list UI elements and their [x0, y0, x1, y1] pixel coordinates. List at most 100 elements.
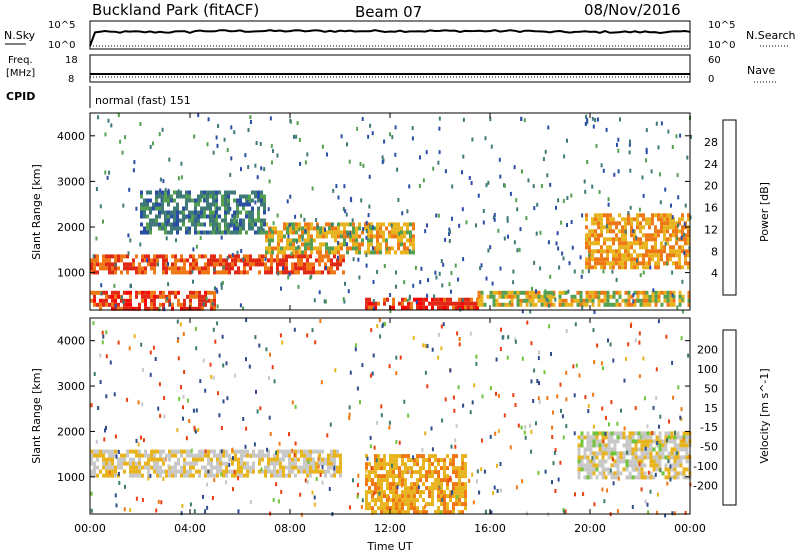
power-cell: [588, 257, 591, 262]
power-cell: [183, 306, 186, 311]
power-cell: [167, 210, 170, 215]
power-cell: [221, 198, 224, 203]
power-cell: [96, 290, 99, 295]
power-cell: [660, 245, 663, 250]
velocity-cell: [589, 467, 593, 472]
power-noise-cell: [535, 289, 537, 294]
power-cell: [206, 198, 209, 203]
velocity-cell: [123, 453, 126, 458]
power-cell: [370, 238, 373, 243]
power-cell: [630, 233, 633, 238]
velocity-cell: [111, 461, 114, 466]
power-noise-cell: [372, 299, 375, 304]
power-cell: [333, 254, 336, 259]
velocity-cell: [93, 453, 96, 458]
power-cell: [597, 249, 600, 254]
power-noise-cell: [233, 130, 236, 135]
velocity-noise-cell: [361, 363, 364, 368]
velocity-cell: [589, 475, 593, 480]
power-cell: [666, 217, 669, 222]
power-cell: [609, 237, 612, 242]
power-cell: [221, 194, 224, 199]
power-noise-cell: [313, 298, 316, 303]
power-cell: [585, 294, 589, 299]
power-cell: [96, 262, 99, 267]
velocity-cell: [219, 449, 222, 454]
power-cell: [594, 294, 598, 299]
velocity-cell: [673, 455, 677, 460]
power-cell: [188, 194, 191, 199]
power-noise-cell: [282, 266, 284, 271]
velocity-cell: [288, 453, 291, 458]
velocity-cell: [404, 502, 407, 507]
velocity-cell: [655, 459, 659, 464]
power-cell: [306, 258, 309, 263]
power-cell: [176, 226, 179, 231]
velocity-cell: [407, 502, 410, 507]
power-cell: [636, 294, 640, 299]
velocity-cell: [586, 435, 590, 440]
velocity-cell: [586, 471, 590, 476]
power-cell: [546, 302, 550, 307]
velocity-cell: [413, 502, 416, 507]
velocity-cell: [607, 443, 611, 448]
power-cell: [228, 262, 231, 267]
power-cell: [267, 266, 270, 271]
power-cell: [279, 258, 282, 263]
velocity-cell: [312, 461, 315, 466]
velocity-noise-cell: [668, 419, 670, 424]
power-cell: [597, 298, 601, 303]
velocity-cell: [374, 482, 377, 487]
power-cell: [645, 233, 648, 238]
velocity-cell: [90, 457, 93, 462]
power-noise-cell: [433, 294, 436, 299]
power-cell: [173, 198, 176, 203]
power-cell: [654, 245, 657, 250]
velocity-cell: [407, 466, 410, 471]
velocity-noise-cell: [578, 373, 581, 378]
velocity-cell: [201, 453, 204, 458]
power-cell: [352, 222, 355, 227]
power-noise-cell: [122, 300, 125, 305]
velocity-noise-cell: [687, 353, 690, 358]
power-noise-cell: [665, 261, 668, 266]
power-cell: [588, 229, 591, 234]
power-cell: [93, 298, 96, 303]
power-noise-cell: [232, 224, 235, 228]
power-cell: [310, 226, 313, 231]
velocity-cell: [673, 443, 677, 448]
power-cell: [582, 302, 586, 307]
velocity-noise-cell: [115, 503, 118, 508]
velocity-cell: [455, 486, 458, 491]
power-cell: [591, 241, 594, 246]
velocity-cell: [258, 453, 261, 458]
power-cell: [397, 238, 400, 243]
velocity-noise-cell: [514, 403, 517, 407]
power-noise-cell: [545, 297, 548, 302]
velocity-cell: [410, 474, 413, 479]
power-cell: [684, 241, 687, 246]
power-cell: [99, 302, 102, 307]
velocity-noise-cell: [159, 413, 162, 418]
velocity-noise-cell: [256, 409, 259, 414]
velocity-cell: [410, 502, 413, 507]
velocity-noise-cell: [189, 502, 192, 507]
velocity-cell: [404, 470, 407, 475]
power-noise-cell: [607, 197, 610, 202]
velocity-noise-cell: [530, 449, 533, 454]
velocity-noise-cell: [554, 489, 557, 493]
power-noise-cell: [297, 245, 300, 250]
power-cell: [328, 246, 331, 251]
velocity-noise-cell: [461, 461, 464, 466]
velocity-noise-cell: [669, 464, 672, 469]
power-cell: [621, 245, 624, 250]
power-noise-cell: [450, 271, 453, 275]
velocity-cell: [404, 482, 407, 487]
power-cell: [498, 294, 502, 299]
power-cell: [298, 222, 301, 227]
velocity-cell: [431, 486, 434, 491]
velocity-noise-cell: [218, 413, 221, 418]
power-cell: [309, 266, 312, 271]
power-cell: [270, 258, 273, 263]
power-cell: [248, 198, 251, 203]
